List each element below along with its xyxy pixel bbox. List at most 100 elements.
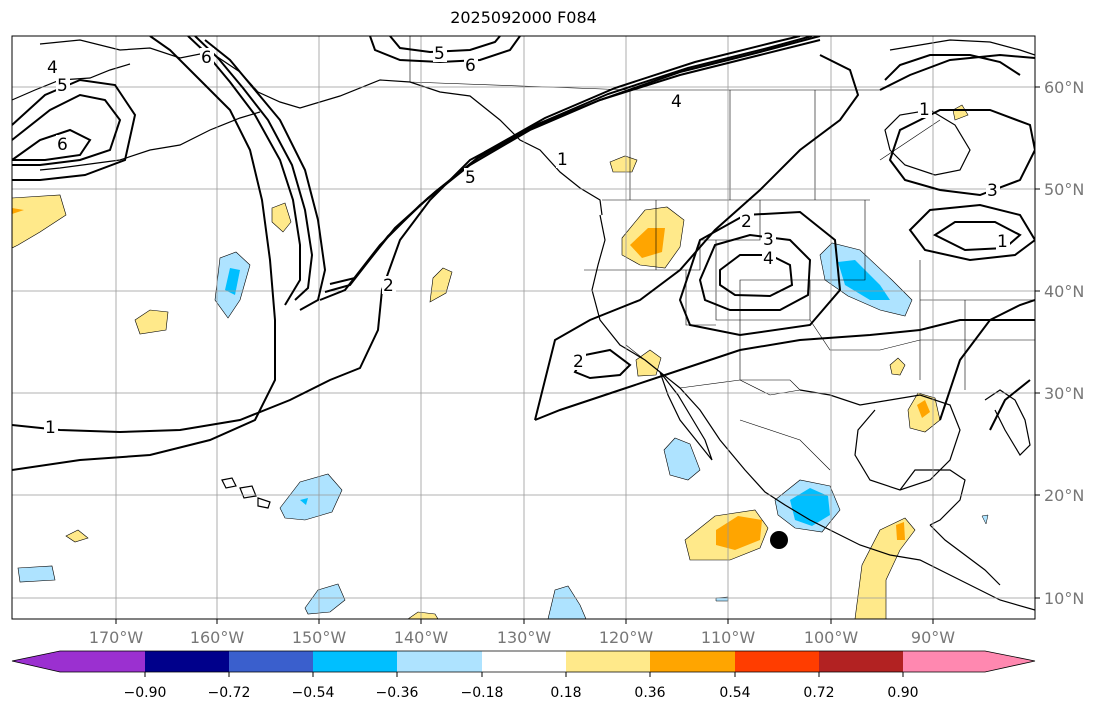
contour-line <box>989 379 1031 431</box>
contour-label: 1 <box>919 100 930 120</box>
colorbar-segment-over <box>903 651 1035 672</box>
colorbar-segment <box>735 651 819 672</box>
mexico-border <box>679 379 801 396</box>
colorbar-segment <box>145 651 229 672</box>
contour-label: 3 <box>763 230 774 250</box>
storm-center-dot <box>770 531 788 549</box>
state-border <box>685 270 716 326</box>
negative-anomaly-region <box>547 585 587 619</box>
contour-line <box>389 36 501 54</box>
negative-anomaly-region <box>981 514 989 525</box>
contour-line <box>879 53 1035 91</box>
lon-label: 90°W <box>911 628 955 647</box>
state-border <box>740 379 801 391</box>
colorbar-tick-label: 0.36 <box>634 685 665 701</box>
colorbar-segment-under <box>12 651 145 672</box>
colorbar: −0.90 −0.72 −0.54 −0.36 −0.18 0.18 0.36 … <box>11 650 1036 701</box>
lat-label: 60°N <box>1044 78 1084 97</box>
lon-label: 150°W <box>292 628 347 647</box>
positive-anomaly-region <box>12 194 67 249</box>
lat-label: 40°N <box>1044 282 1084 301</box>
contour-line <box>719 254 794 298</box>
contour-label: 2 <box>383 276 394 296</box>
siberia-coastline <box>12 63 131 101</box>
contour-line <box>194 36 314 301</box>
colorbar-segment <box>566 651 650 672</box>
colorbar-tick-label: 0.72 <box>803 685 834 701</box>
contour-line <box>12 128 92 161</box>
hawaii-island <box>221 477 237 489</box>
canada-province-border <box>879 119 941 161</box>
positive-anomaly-region <box>65 529 89 543</box>
colorbar-tick-label: 0.54 <box>719 685 750 701</box>
colorbar-segment <box>482 651 566 672</box>
negative-anomaly-region <box>663 437 701 481</box>
positive-anomaly-core <box>12 208 24 214</box>
colorbar-segment <box>650 651 735 672</box>
state-border <box>809 319 921 351</box>
contour-label: 6 <box>57 135 68 155</box>
contour-label: 2 <box>741 212 752 232</box>
northeast-coast <box>889 39 1035 56</box>
negative-anomaly-core <box>300 498 308 505</box>
colorbar-outline <box>11 650 1036 673</box>
contour-line <box>939 299 1035 421</box>
hawaii-island <box>257 497 271 509</box>
lat-label: 50°N <box>1044 180 1084 199</box>
contour-label-layer: 4 5 6 6 5 6 4 1 1 1 2 3 4 2 <box>44 44 1010 438</box>
contour-label: 6 <box>201 48 212 68</box>
positive-anomaly-region <box>952 104 969 121</box>
negative-anomaly-core <box>790 488 830 526</box>
negative-anomaly-region <box>279 473 343 521</box>
lon-label: 170°W <box>89 628 144 647</box>
lon-label: 120°W <box>599 628 654 647</box>
contour-label: 3 <box>987 181 998 201</box>
map-title: 2025092000 F084 <box>450 8 597 27</box>
contour-line <box>884 54 1021 81</box>
contour-line <box>908 203 1035 262</box>
lat-label: 20°N <box>1044 486 1084 505</box>
contour-label: 4 <box>671 92 682 112</box>
positive-anomaly-region <box>889 357 906 376</box>
positive-anomaly-region <box>854 517 916 619</box>
central-america <box>929 524 1001 586</box>
contour-label: 4 <box>763 249 774 269</box>
latitude-axis: 60°N 50°N 40°N 30°N 20°N 10°N <box>1035 78 1084 608</box>
baja-california <box>659 371 713 461</box>
contour-label: 1 <box>557 150 568 170</box>
canada-province-border <box>409 36 880 91</box>
positive-anomaly-region <box>429 267 453 303</box>
contour-label: 5 <box>465 168 476 188</box>
lat-label: 10°N <box>1044 589 1084 608</box>
colorbar-tick-label: −0.54 <box>292 685 335 701</box>
gulf-coast <box>799 389 961 491</box>
contour-line <box>534 54 860 421</box>
colorbar-tick-label: −0.72 <box>208 685 251 701</box>
state-border <box>810 200 866 281</box>
lon-label: 130°W <box>497 628 552 647</box>
negative-anomaly-core <box>225 268 240 295</box>
colorbar-segment <box>229 651 313 672</box>
lon-label: 140°W <box>394 628 449 647</box>
hudson-bay <box>884 109 971 176</box>
colorbar-tick-label: −0.90 <box>124 685 167 701</box>
positive-anomaly-core <box>917 400 930 418</box>
lon-label: 110°W <box>701 628 756 647</box>
colorbar-segment <box>819 651 903 672</box>
colorbar-tick-label: 0.90 <box>887 685 918 701</box>
lat-label: 30°N <box>1044 384 1084 403</box>
contour-line <box>329 36 801 285</box>
contour-line <box>932 221 1022 252</box>
contour-label: 1 <box>997 232 1008 252</box>
mexico-state-border <box>739 419 831 471</box>
contour-label: 4 <box>47 58 58 78</box>
colorbar-tick-label: −0.36 <box>376 685 419 701</box>
colorbar-segment <box>313 651 397 672</box>
state-border <box>715 240 811 380</box>
colorbar-tick-label: −0.18 <box>461 685 504 701</box>
alaska-coastline <box>39 39 603 216</box>
contour-label: 1 <box>45 418 56 438</box>
positive-anomaly-core <box>896 522 905 540</box>
positive-anomaly-region <box>407 611 439 619</box>
